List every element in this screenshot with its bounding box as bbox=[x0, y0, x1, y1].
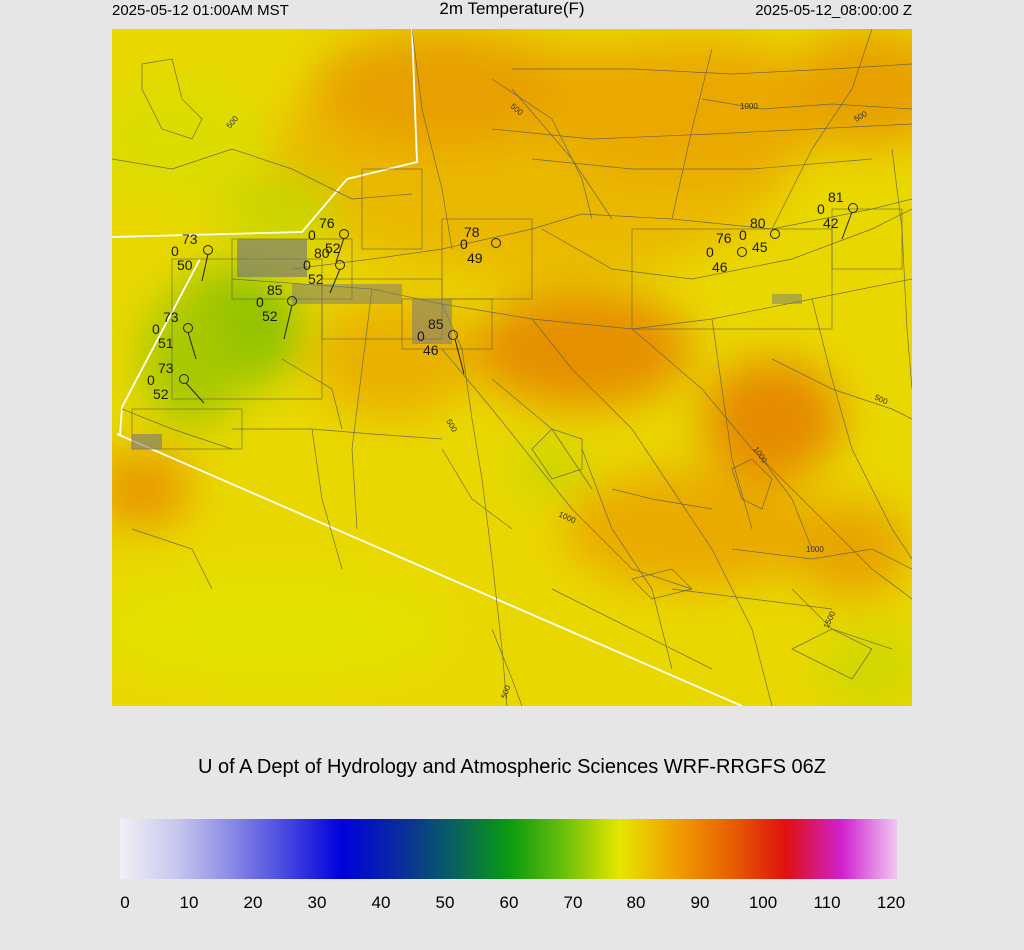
local-time-label: 2025-05-12 01:00AM MST bbox=[112, 2, 289, 19]
map-canvas: 500 500 1000 500 500 1000 1000 1000 1500… bbox=[112, 29, 912, 706]
station-temperature: 85 bbox=[428, 316, 444, 332]
urban-areas bbox=[132, 239, 802, 449]
station-dewpoint: 52 bbox=[325, 240, 341, 256]
contour-label: 1000 bbox=[806, 545, 824, 554]
station-temperature: 76 bbox=[716, 230, 732, 246]
colorbar-tick: 10 bbox=[179, 893, 199, 912]
colorbar-ticks: 0 10 20 30 40 50 60 70 80 90 100 110 120 bbox=[0, 893, 1024, 917]
colorbar-tick: 110 bbox=[813, 893, 841, 912]
station-dewpoint: 52 bbox=[308, 271, 324, 287]
station-plot: 81 0 42 bbox=[817, 189, 858, 240]
colorbar-tick: 30 bbox=[307, 893, 327, 912]
station-wind: 0 bbox=[152, 321, 160, 337]
station-wind: 0 bbox=[706, 244, 714, 260]
station-plot: 80 0 52 bbox=[303, 245, 345, 294]
station-plot: 80 0 45 bbox=[739, 215, 780, 255]
station-temperature: 73 bbox=[158, 360, 174, 376]
station-plot: 85 0 52 bbox=[256, 282, 297, 340]
station-plots: 73 0 50 76 0 52 80 0 52 85 bbox=[147, 189, 858, 404]
station-plot: 73 0 52 bbox=[147, 360, 205, 404]
station-wind: 0 bbox=[308, 227, 316, 243]
station-dewpoint: 50 bbox=[177, 257, 193, 273]
colorbar-tick: 80 bbox=[626, 893, 646, 912]
station-wind: 0 bbox=[460, 236, 468, 252]
station-temperature: 80 bbox=[314, 245, 330, 261]
station-wind: 0 bbox=[739, 227, 747, 243]
station-temperature: 80 bbox=[750, 215, 766, 231]
temperature-map: 500 500 1000 500 500 1000 1000 1000 1500… bbox=[112, 29, 912, 706]
colorbar-tick: 100 bbox=[748, 893, 778, 912]
temperature-colorbar bbox=[120, 819, 897, 879]
map-title: 2m Temperature(F) bbox=[439, 0, 585, 18]
station-dewpoint: 42 bbox=[823, 215, 839, 231]
colorbar-tick: 90 bbox=[690, 893, 710, 912]
station-plot: 73 0 50 bbox=[171, 231, 213, 282]
colorbar-tick: 70 bbox=[563, 893, 583, 912]
station-wind: 0 bbox=[303, 257, 311, 273]
elevation-contours bbox=[112, 58, 912, 706]
colorbar-tick: 0 bbox=[120, 893, 130, 912]
station-wind: 0 bbox=[256, 294, 264, 310]
station-wind: 0 bbox=[817, 201, 825, 217]
contour-label: 500 bbox=[499, 684, 512, 700]
temperature-shading bbox=[112, 29, 912, 706]
station-dewpoint: 46 bbox=[423, 342, 439, 358]
station-plot: 78 0 49 bbox=[460, 224, 501, 266]
station-dewpoint: 46 bbox=[712, 259, 728, 275]
station-temperature: 81 bbox=[828, 189, 844, 205]
station-plot: 73 0 51 bbox=[152, 309, 197, 360]
station-temperature: 76 bbox=[319, 215, 335, 231]
colorbar-tick: 120 bbox=[876, 893, 906, 912]
model-credit: U of A Dept of Hydrology and Atmospheric… bbox=[197, 756, 827, 778]
station-dewpoint: 49 bbox=[467, 250, 483, 266]
station-dewpoint: 45 bbox=[752, 239, 768, 255]
station-wind: 0 bbox=[171, 243, 179, 259]
border-lines bbox=[112, 29, 743, 706]
station-wind: 0 bbox=[147, 372, 155, 388]
station-plot: 76 0 46 bbox=[706, 230, 747, 275]
station-temperature: 73 bbox=[182, 231, 198, 247]
station-dewpoint: 52 bbox=[153, 386, 169, 402]
colorbar-tick: 40 bbox=[371, 893, 391, 912]
station-dewpoint: 51 bbox=[158, 335, 174, 351]
station-wind: 0 bbox=[417, 328, 425, 344]
utc-time-label: 2025-05-12_08:00:00 Z bbox=[755, 2, 912, 19]
colorbar-tick: 50 bbox=[435, 893, 455, 912]
station-temperature: 78 bbox=[464, 224, 480, 240]
colorbar-tick: 20 bbox=[243, 893, 263, 912]
station-temperature: 73 bbox=[163, 309, 179, 325]
station-plot: 76 0 52 bbox=[308, 215, 349, 263]
colorbar-tick: 60 bbox=[499, 893, 519, 912]
station-temperature: 85 bbox=[267, 282, 283, 298]
station-dewpoint: 52 bbox=[262, 308, 278, 324]
station-plot: 85 0 46 bbox=[417, 316, 465, 375]
contour-label: 1000 bbox=[740, 102, 758, 111]
